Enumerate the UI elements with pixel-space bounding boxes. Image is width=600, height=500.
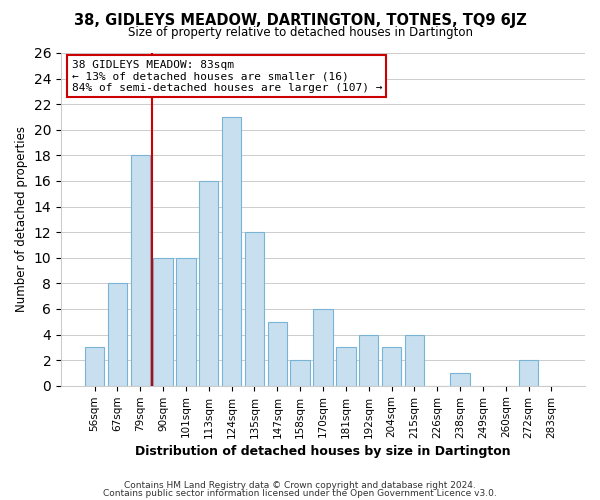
Bar: [245, 232, 264, 386]
Text: Size of property relative to detached houses in Dartington: Size of property relative to detached ho…: [128, 26, 473, 39]
Y-axis label: Number of detached properties: Number of detached properties: [15, 126, 28, 312]
Bar: [222, 117, 241, 386]
Bar: [359, 334, 379, 386]
Text: Contains public sector information licensed under the Open Government Licence v3: Contains public sector information licen…: [103, 489, 497, 498]
Bar: [313, 309, 333, 386]
Text: Contains HM Land Registry data © Crown copyright and database right 2024.: Contains HM Land Registry data © Crown c…: [124, 481, 476, 490]
Bar: [404, 334, 424, 386]
Bar: [268, 322, 287, 386]
Bar: [451, 373, 470, 386]
Bar: [131, 156, 150, 386]
Bar: [199, 181, 218, 386]
Bar: [107, 284, 127, 386]
Bar: [336, 348, 356, 386]
Bar: [519, 360, 538, 386]
Bar: [176, 258, 196, 386]
Bar: [382, 348, 401, 386]
Bar: [154, 258, 173, 386]
Bar: [290, 360, 310, 386]
Text: 38 GIDLEYS MEADOW: 83sqm
← 13% of detached houses are smaller (16)
84% of semi-d: 38 GIDLEYS MEADOW: 83sqm ← 13% of detach…: [71, 60, 382, 93]
X-axis label: Distribution of detached houses by size in Dartington: Distribution of detached houses by size …: [135, 444, 511, 458]
Bar: [85, 348, 104, 386]
Text: 38, GIDLEYS MEADOW, DARTINGTON, TOTNES, TQ9 6JZ: 38, GIDLEYS MEADOW, DARTINGTON, TOTNES, …: [74, 12, 526, 28]
